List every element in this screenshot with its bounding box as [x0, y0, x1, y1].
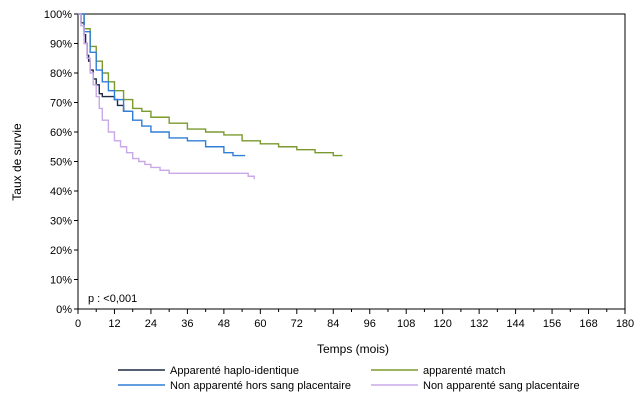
- y-tick-label: 100%: [44, 9, 72, 21]
- x-tick-label: 72: [291, 318, 303, 330]
- y-tick-label: 80%: [50, 68, 72, 80]
- plot-frame: [77, 13, 626, 310]
- y-tick-label: 30%: [50, 216, 72, 228]
- x-tick-label: 156: [543, 318, 561, 330]
- y-tick-label: 40%: [50, 186, 72, 198]
- y-tick-label: 60%: [50, 127, 72, 139]
- p-value-annotation: p : <0,001: [88, 293, 137, 305]
- series-line-2: [78, 13, 246, 157]
- x-tick-label: 0: [75, 318, 81, 330]
- series-lines: [78, 13, 343, 180]
- legend-label-haplo: Apparenté haplo-identique: [170, 365, 299, 377]
- x-tick-label: 84: [327, 318, 339, 330]
- x-tick-label: 132: [470, 318, 488, 330]
- series-line-3: [78, 13, 255, 180]
- y-tick-label: 10%: [50, 275, 72, 287]
- x-tick-label: 60: [254, 318, 266, 330]
- y-tick-label: 50%: [50, 157, 72, 169]
- y-tick-label: 0%: [56, 304, 72, 316]
- x-tick-label: 144: [506, 318, 524, 330]
- plot-border: [77, 13, 626, 310]
- x-axis-title: Temps (mois): [317, 342, 389, 356]
- x-tick-label: 120: [433, 318, 451, 330]
- x-tick-label: 180: [616, 318, 634, 330]
- legend-label-unrelated-cord: Non apparenté sang placentaire: [423, 380, 580, 392]
- y-tick-label: 20%: [50, 245, 72, 257]
- x-tick-label: 36: [181, 318, 193, 330]
- y-axis: 0% 10% 20% 30% 40% 50% 60% 70% 80% 90% 100%: [44, 9, 78, 316]
- x-tick-label: 48: [218, 318, 230, 330]
- x-tick-label: 12: [108, 318, 120, 330]
- x-axis: 0 12 24 36 48 60 72 84 96 108 120 132 144 156 168 180: [75, 309, 634, 330]
- y-tick-label: 70%: [50, 98, 72, 110]
- y-tick-label: 90%: [50, 39, 72, 51]
- x-tick-label: 24: [145, 318, 157, 330]
- series-line-1: [78, 13, 343, 157]
- legend-label-unrelated-non-cord: Non apparenté hors sang placentaire: [170, 380, 351, 392]
- legend-label-match: apparenté match: [423, 365, 506, 377]
- x-tick-label: 108: [397, 318, 415, 330]
- legend: Apparenté haplo-identique apparenté matc…: [118, 365, 580, 392]
- x-tick-label: 96: [364, 318, 376, 330]
- x-tick-label: 168: [579, 318, 597, 330]
- y-axis-title: Taux de survie: [10, 123, 24, 201]
